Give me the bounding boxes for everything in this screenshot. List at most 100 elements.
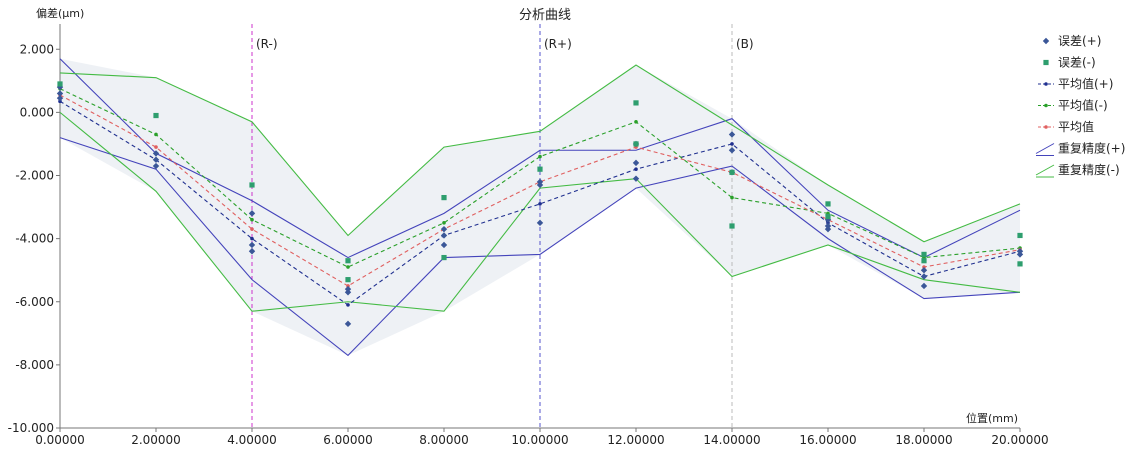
x-tick-label: 4.00000 <box>227 433 277 447</box>
x-tick-label: 16.00000 <box>799 433 856 447</box>
y-tick-label: -4.000 <box>15 232 54 246</box>
error-minus-point <box>57 81 63 87</box>
error-minus-point <box>729 169 735 175</box>
error-plus-point <box>344 285 352 293</box>
mean-point <box>154 132 158 137</box>
mean-point <box>154 145 158 149</box>
mean-point <box>730 195 734 200</box>
x-tick-label: 6.00000 <box>323 433 373 447</box>
error-minus-point <box>729 223 735 229</box>
legend-label: 平均值(+) <box>1058 76 1113 91</box>
legend-label: 重复精度(-) <box>1058 162 1120 177</box>
error-plus-point <box>728 131 736 138</box>
mean-point <box>346 265 350 269</box>
mean-point <box>538 202 542 206</box>
y-tick-label: -6.000 <box>15 295 54 309</box>
legend-band-icon-upper <box>1035 143 1055 154</box>
x-tick-label: 0.00000 <box>35 433 85 447</box>
x-tick-label: 12.00000 <box>607 433 664 447</box>
error-plus-point <box>56 94 64 102</box>
error-minus-point <box>633 100 639 106</box>
x-axis-label: 位置(mm) <box>966 411 1018 425</box>
error-minus-point <box>153 112 159 119</box>
error-plus-point <box>440 225 448 233</box>
legend-label: 平均值(-) <box>1058 98 1108 113</box>
y-tick-label: -8.000 <box>15 358 54 372</box>
error-minus-point <box>825 201 831 207</box>
error-plus-point <box>728 147 736 154</box>
error-plus-point <box>440 241 448 249</box>
error-minus-point <box>441 194 447 201</box>
error-minus-point <box>825 213 831 220</box>
legend-dot-icon <box>1044 82 1048 86</box>
reference-label: (R+) <box>544 37 572 51</box>
series-line-upper <box>59 64 1021 243</box>
legend-label: 重复精度(+) <box>1058 141 1125 156</box>
error-plus-point <box>152 162 160 170</box>
x-tick-label: 18.00000 <box>895 433 952 447</box>
x-tick-label: 10.00000 <box>511 433 568 447</box>
y-tick-label: 0.000 <box>20 105 54 119</box>
error-plus-point <box>440 232 448 239</box>
error-plus-point <box>536 181 544 189</box>
legend-label: 误差(+) <box>1058 34 1101 48</box>
error-plus-point <box>56 90 64 97</box>
error-plus-point <box>920 266 928 274</box>
error-plus-point <box>248 210 256 217</box>
error-plus-point <box>248 248 256 255</box>
series-line-upper <box>59 58 1021 259</box>
y-tick-label: -2.000 <box>15 169 54 183</box>
series-line-lower <box>59 137 1021 357</box>
error-plus-point <box>344 320 352 328</box>
error-plus-point <box>1016 251 1024 258</box>
x-tick-label: 20.00000 <box>991 433 1048 447</box>
legend-square-icon <box>1043 59 1049 66</box>
y-tick-label: -10.000 <box>8 421 54 435</box>
mean-point <box>346 303 350 307</box>
error-plus-point <box>920 273 928 280</box>
error-plus-point <box>920 282 928 290</box>
legend-dot-icon <box>1044 103 1048 108</box>
error-minus-point <box>249 182 255 188</box>
reference-label: (B) <box>736 37 754 51</box>
legend-diamond-icon <box>1042 37 1050 45</box>
mean-point <box>634 167 638 171</box>
error-minus-point <box>633 141 639 147</box>
y-tick-label: 2.000 <box>20 42 54 56</box>
error-plus-point <box>248 241 256 249</box>
mean-point <box>250 217 254 222</box>
error-plus-point <box>152 156 160 163</box>
mean-point <box>250 227 254 231</box>
error-minus-point <box>345 258 351 264</box>
error-minus-point <box>441 254 447 261</box>
mean-point <box>730 142 734 146</box>
legend-label: 平均值 <box>1058 119 1094 134</box>
error-minus-point <box>1017 261 1023 267</box>
error-minus-point <box>537 166 543 172</box>
series-line-mean <box>59 88 1021 268</box>
x-tick-label: 14.00000 <box>703 433 760 447</box>
error-minus-point <box>345 277 351 283</box>
error-minus-point <box>921 251 927 258</box>
x-tick-label: 2.00000 <box>131 433 181 447</box>
mean-point <box>250 236 254 241</box>
reference-label: (R-) <box>256 37 278 51</box>
chart-title: 分析曲线 <box>519 8 571 23</box>
legend-band-icon-upper <box>1035 164 1055 176</box>
mean-point <box>538 154 542 159</box>
error-plus-point <box>632 175 640 182</box>
error-minus-point <box>1017 232 1023 239</box>
error-plus-point <box>632 159 640 167</box>
error-minus-point <box>921 258 927 264</box>
legend-dot-icon <box>1044 125 1048 129</box>
legend-label: 误差(-) <box>1058 56 1096 70</box>
x-tick-label: 8.00000 <box>419 433 469 447</box>
error-plus-point <box>824 225 832 233</box>
y-axis-label: 偏差(μm) <box>36 6 84 20</box>
error-plus-point <box>152 150 160 157</box>
mean-point <box>634 120 638 124</box>
error-plus-point <box>536 219 544 227</box>
mean-point <box>442 221 446 225</box>
